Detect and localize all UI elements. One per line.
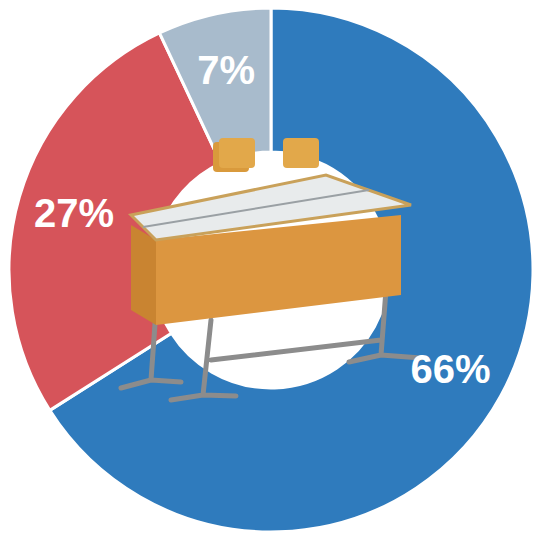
- desk-part: [131, 175, 411, 240]
- data-label: 7%: [197, 48, 255, 92]
- desk-part: [143, 190, 369, 227]
- data-label: 27%: [34, 191, 114, 235]
- desk-part: [219, 138, 255, 168]
- desk-part: [131, 225, 156, 325]
- desk-illustration: [121, 138, 421, 400]
- desk-part: [283, 138, 319, 168]
- slices: [9, 8, 533, 532]
- chart: 66% 27% 7%: [0, 0, 543, 539]
- data-labels: 66% 27% 7%: [34, 48, 491, 391]
- data-label: 66%: [411, 347, 491, 391]
